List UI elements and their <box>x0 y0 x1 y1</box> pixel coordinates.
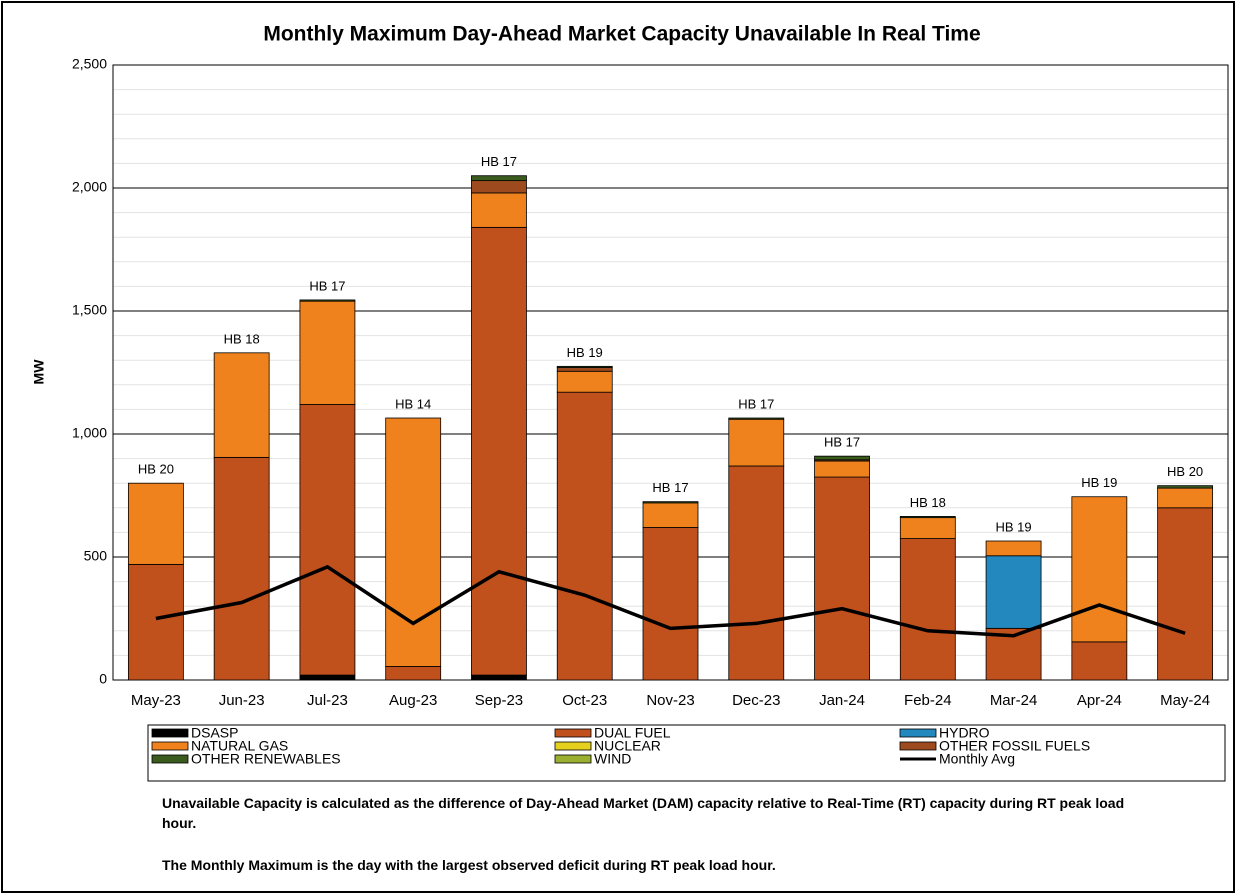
y-tick-label: 1,500 <box>72 302 107 318</box>
bar-annotation: HB 17 <box>738 396 774 411</box>
bar-segment <box>213 456 270 681</box>
footnote: Unavailable Capacity is calculated as th… <box>162 795 1125 831</box>
legend-swatch <box>151 754 189 764</box>
footnote: The Monthly Maximum is the day with the … <box>162 857 776 873</box>
bar-segment <box>471 674 527 681</box>
x-tick-label: May-24 <box>1160 692 1210 709</box>
x-tick-label: Feb-24 <box>904 692 952 709</box>
x-tick-label: Sep-23 <box>475 692 523 709</box>
legend-swatch <box>899 741 937 751</box>
bar-segment <box>471 175 527 182</box>
bar-segment <box>299 404 356 676</box>
x-tick-label: Apr-24 <box>1077 692 1122 709</box>
legend-label: WIND <box>594 751 631 767</box>
bar-segment <box>556 391 613 681</box>
bar-annotation: HB 17 <box>824 435 860 450</box>
bar-segment <box>556 370 613 393</box>
bar-annotation: HB 14 <box>395 396 431 411</box>
y-tick-label: 0 <box>99 671 107 687</box>
bar-segment <box>728 418 785 467</box>
x-tick-label: May-23 <box>131 692 181 709</box>
x-tick-label: Oct-23 <box>562 692 607 709</box>
bar-segment <box>642 527 699 681</box>
bar-segment <box>814 476 870 681</box>
bar-annotation: HB 17 <box>652 480 688 495</box>
legend-label: OTHER FOSSIL FUELS <box>939 738 1090 754</box>
bar-segment <box>1071 641 1128 681</box>
x-tick-label: Jun-23 <box>219 692 265 709</box>
bar-segment <box>985 540 1042 557</box>
bar-segment <box>814 460 870 478</box>
bar-segment <box>213 352 270 458</box>
bar-segment <box>556 365 613 368</box>
bar-segment <box>1071 496 1128 643</box>
legend-label: Monthly Avg <box>939 751 1015 767</box>
bar-segment <box>471 180 527 194</box>
legend-label: DSASP <box>191 725 238 741</box>
bar-segment <box>814 455 870 461</box>
bar-segment <box>899 516 956 519</box>
x-tick-label: Mar-24 <box>990 692 1038 709</box>
bar-segment <box>385 417 442 667</box>
x-tick-label: Jan-24 <box>819 692 865 709</box>
y-tick-label: 1,000 <box>72 425 107 441</box>
legend-label: NATURAL GAS <box>191 738 288 754</box>
bar-segment <box>1157 485 1214 489</box>
bar-segment <box>471 192 527 228</box>
bar-annotation: HB 20 <box>138 462 174 477</box>
x-tick-label: Dec-23 <box>732 692 780 709</box>
bar-segment <box>299 300 356 405</box>
bar-segment <box>985 555 1042 629</box>
bar-annotation: HB 17 <box>309 278 345 293</box>
legend-label: NUCLEAR <box>594 738 661 754</box>
legend-swatch <box>554 728 592 738</box>
bar-segment <box>728 465 785 681</box>
legend-label: OTHER RENEWABLES <box>191 751 341 767</box>
bar-segment <box>899 538 956 681</box>
legend-label: DUAL FUEL <box>594 725 671 741</box>
legend-swatch <box>554 741 592 751</box>
x-tick-label: Nov-23 <box>646 692 694 709</box>
legend-swatch <box>554 754 592 764</box>
y-tick-label: 500 <box>84 548 108 564</box>
bar-annotation: HB 19 <box>567 345 603 360</box>
bar-segment <box>556 367 613 372</box>
bar-segment <box>1157 507 1214 681</box>
bar-segment <box>642 502 699 528</box>
bar-segment <box>642 501 699 504</box>
legend-swatch <box>899 728 937 738</box>
bar-segment <box>127 563 184 681</box>
bar-annotation: HB 18 <box>224 331 260 346</box>
x-tick-label: Jul-23 <box>307 692 348 709</box>
bar-segment <box>385 666 442 681</box>
line-series <box>155 564 1186 638</box>
bar-annotation: HB 19 <box>1081 475 1117 490</box>
bar-annotation: HB 20 <box>1167 464 1203 479</box>
chart-title: Monthly Maximum Day-Ahead Market Capacit… <box>263 23 980 46</box>
bar-segment <box>471 226 527 676</box>
bar-annotation: HB 19 <box>996 519 1032 534</box>
bar-segment <box>299 299 356 302</box>
bar-segment <box>899 517 956 539</box>
legend-swatch <box>151 728 189 738</box>
y-tick-label: 2,500 <box>72 56 107 72</box>
y-axis-title: MW <box>31 359 47 385</box>
bar-segment <box>1157 487 1214 509</box>
bar-segment <box>728 417 785 420</box>
legend-swatch <box>151 741 189 751</box>
legend-label: HYDRO <box>939 725 990 741</box>
bar-segment <box>299 674 356 681</box>
bar-annotation: HB 17 <box>481 154 517 169</box>
bar-annotation: HB 18 <box>910 495 946 510</box>
x-tick-label: Aug-23 <box>389 692 437 709</box>
y-tick-label: 2,000 <box>72 179 107 195</box>
legend-box <box>147 724 1226 782</box>
bar-segment <box>127 482 184 565</box>
